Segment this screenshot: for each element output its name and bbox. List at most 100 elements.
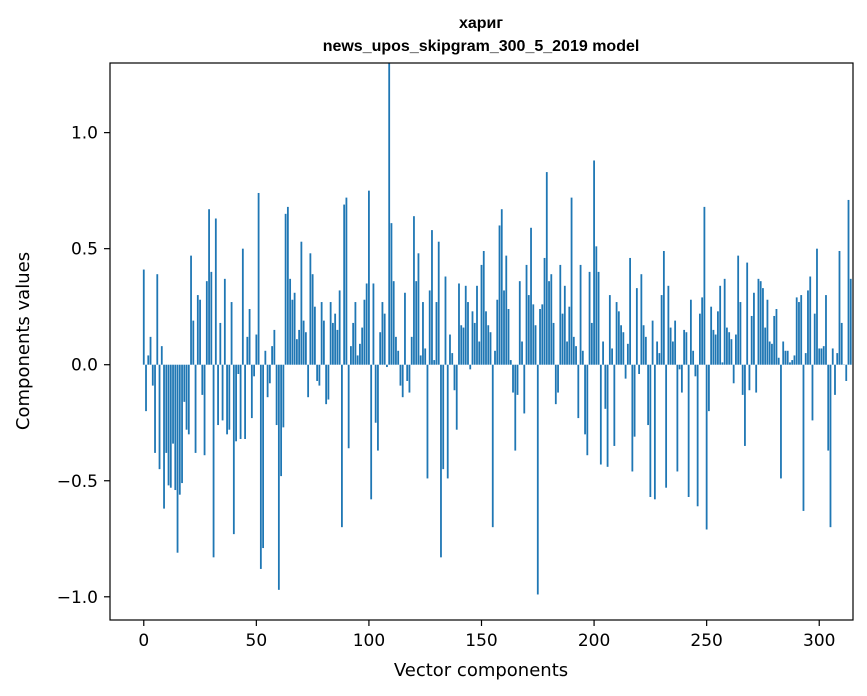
bars-group [142,63,852,595]
bar [329,302,332,365]
bar [750,315,753,365]
bar [381,302,384,365]
bar [829,364,832,528]
bar [169,364,172,488]
y-tick-label: 0.0 [71,356,98,376]
bar [295,339,298,365]
bar [768,341,771,365]
bar [410,336,413,365]
bar [309,253,312,365]
bar [176,364,179,553]
bar [732,364,735,384]
bar [523,364,526,414]
bar [532,304,535,365]
bar [433,360,436,365]
bar [491,364,494,528]
bar [372,283,375,365]
bar [701,297,704,365]
bar [631,364,634,472]
bar [435,302,438,365]
bar [320,302,323,365]
bar [834,364,836,395]
bar [178,364,181,495]
bar [352,322,355,365]
bar [268,364,271,384]
bar [469,364,472,370]
bar [721,362,724,365]
bar [656,341,659,365]
bar [696,364,699,507]
bar [662,250,665,365]
bar [746,262,749,365]
bar [212,364,215,558]
bar [687,364,690,497]
bar [460,325,463,365]
bar [368,190,370,365]
bar [363,299,366,365]
bar [719,285,722,365]
bar [840,322,843,365]
bar [217,364,219,426]
bar [237,364,240,374]
bar [192,320,195,365]
bar [498,225,501,365]
bar [604,364,607,409]
x-tick-label: 50 [246,631,268,651]
bar [699,313,701,365]
bar [422,302,424,365]
x-tick-label: 150 [465,631,497,651]
bar [426,364,429,479]
bar [762,288,764,365]
bar [142,269,145,365]
bar [798,302,800,365]
bar [282,364,285,428]
bar [735,334,737,365]
bar [753,292,755,365]
bar [264,350,267,365]
bar [289,278,292,365]
bar [744,364,746,446]
bar [545,172,548,365]
bar [534,325,537,365]
bar [293,292,296,365]
bar [341,364,343,528]
bar [190,255,192,365]
bar [485,311,487,365]
bar [214,218,217,365]
bar [304,332,307,365]
bar [599,364,602,465]
bar [649,364,652,497]
bar [332,322,334,365]
bar [611,348,613,365]
bar [334,313,337,365]
bar [228,364,231,430]
bar [816,248,818,365]
bar [280,364,283,477]
bar [392,281,395,365]
bar [847,199,850,365]
bar [552,322,555,365]
bar [302,320,305,365]
bar [316,364,319,381]
bar [728,332,731,365]
bar [509,360,512,365]
bar [428,290,431,365]
bar [782,341,785,365]
bar [286,206,289,365]
bar [494,350,496,365]
bar [325,364,328,405]
bar [764,327,767,365]
bar [223,278,226,365]
bar [273,329,276,365]
bar [809,276,812,365]
bar [804,353,807,365]
bar [415,281,418,365]
bar [379,332,382,365]
bar [417,253,420,365]
bar [613,364,616,446]
y-tick-label: −1.0 [57,588,98,608]
x-tick-label: 0 [138,631,149,651]
bar [158,364,161,470]
bar [503,290,505,365]
bar [467,302,469,365]
